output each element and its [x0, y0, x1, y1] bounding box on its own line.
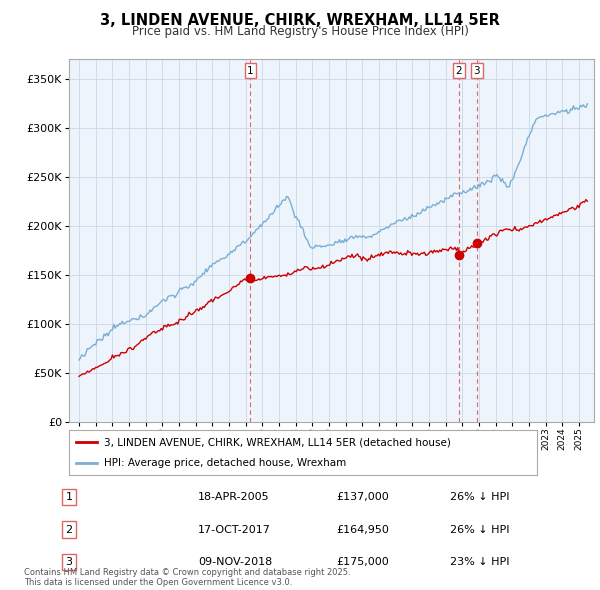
Text: 17-OCT-2017: 17-OCT-2017 — [198, 525, 271, 535]
Text: Contains HM Land Registry data © Crown copyright and database right 2025.
This d: Contains HM Land Registry data © Crown c… — [24, 568, 350, 587]
Text: £137,000: £137,000 — [336, 492, 389, 502]
Text: 3, LINDEN AVENUE, CHIRK, WREXHAM, LL14 5ER (detached house): 3, LINDEN AVENUE, CHIRK, WREXHAM, LL14 5… — [104, 437, 451, 447]
Text: 23% ↓ HPI: 23% ↓ HPI — [450, 557, 509, 567]
Text: £164,950: £164,950 — [336, 525, 389, 535]
Text: 18-APR-2005: 18-APR-2005 — [198, 492, 269, 502]
Text: 26% ↓ HPI: 26% ↓ HPI — [450, 492, 509, 502]
Text: 3: 3 — [473, 65, 480, 76]
Text: 2: 2 — [455, 65, 462, 76]
Text: HPI: Average price, detached house, Wrexham: HPI: Average price, detached house, Wrex… — [104, 458, 346, 468]
Text: 3: 3 — [65, 557, 73, 567]
Text: 09-NOV-2018: 09-NOV-2018 — [198, 557, 272, 567]
Text: 1: 1 — [65, 492, 73, 502]
Text: 26% ↓ HPI: 26% ↓ HPI — [450, 525, 509, 535]
Text: 3, LINDEN AVENUE, CHIRK, WREXHAM, LL14 5ER: 3, LINDEN AVENUE, CHIRK, WREXHAM, LL14 5… — [100, 13, 500, 28]
Text: 2: 2 — [65, 525, 73, 535]
Text: 1: 1 — [247, 65, 254, 76]
Text: Price paid vs. HM Land Registry's House Price Index (HPI): Price paid vs. HM Land Registry's House … — [131, 25, 469, 38]
Text: £175,000: £175,000 — [336, 557, 389, 567]
